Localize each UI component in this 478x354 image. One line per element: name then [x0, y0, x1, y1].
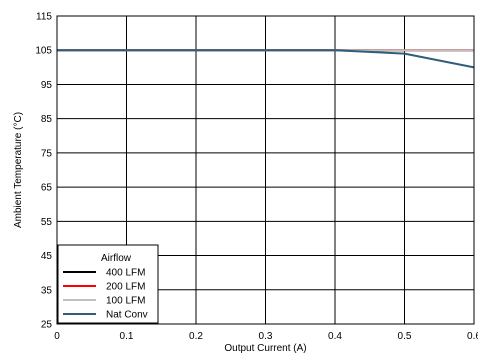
y-tick-label: 35 [41, 285, 53, 296]
x-tick-label: 0.1 [120, 331, 134, 342]
y-axis-label: Ambient Temperature (°C) [13, 112, 24, 228]
legend-items: 400 LFM 200 LFM 100 LFM Nat Conv [63, 268, 148, 321]
x-axis-ticks: 0 0.1 0.2 0.3 0.4 0.5 0.6 [54, 331, 478, 342]
y-tick-label: 95 [41, 80, 53, 91]
x-axis-label: Output Current (A) [224, 343, 306, 354]
x-tick-label: 0.6 [467, 331, 478, 342]
legend-label: Nat Conv [106, 310, 148, 321]
x-tick-label: 0.2 [189, 331, 203, 342]
y-tick-label: 25 [41, 320, 53, 331]
y-tick-label: 115 [36, 12, 52, 23]
legend: Airflow 400 LFM 200 LFM 100 LFM Nat Conv [57, 244, 159, 324]
series-lines [57, 49, 475, 69]
legend-title: Airflow [101, 253, 132, 264]
y-tick-label: 105 [35, 46, 52, 57]
plot-frame [56, 15, 475, 325]
x-tick-label: 0.3 [259, 331, 273, 342]
legend-label: 200 LFM [106, 282, 145, 293]
y-tick-label: 45 [41, 251, 53, 262]
y-tick-label: 65 [41, 183, 53, 194]
x-tick-label: 0 [54, 331, 60, 342]
x-tick-label: 0.4 [328, 331, 342, 342]
legend-box [57, 244, 159, 324]
y-tick-label: 75 [41, 148, 53, 159]
y-tick-label: 55 [41, 217, 53, 228]
series-line-nat-conv [57, 49, 475, 69]
legend-label: 400 LFM [106, 268, 145, 279]
y-axis-ticks: 25 35 45 55 65 75 85 95 105 115 [35, 12, 52, 331]
legend-label: 100 LFM [106, 296, 145, 307]
y-tick-label: 85 [41, 114, 53, 125]
x-tick-label: 0.5 [398, 331, 412, 342]
